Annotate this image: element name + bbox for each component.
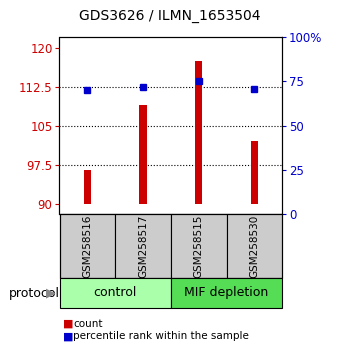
Text: GSM258516: GSM258516	[82, 214, 92, 278]
Bar	[171, 214, 226, 278]
Bar	[139, 105, 147, 204]
Text: GDS3626 / ILMN_1653504: GDS3626 / ILMN_1653504	[79, 9, 261, 23]
Text: GSM258515: GSM258515	[194, 214, 204, 278]
Bar	[59, 278, 171, 308]
Text: GSM258530: GSM258530	[249, 215, 259, 278]
Bar	[84, 170, 91, 204]
Bar	[59, 214, 115, 278]
Text: GSM258517: GSM258517	[138, 214, 148, 278]
Text: control: control	[94, 286, 137, 299]
Text: count: count	[73, 319, 103, 329]
Text: percentile rank within the sample: percentile rank within the sample	[73, 331, 249, 341]
Bar	[251, 141, 258, 204]
Text: ■: ■	[63, 319, 73, 329]
Bar	[195, 61, 202, 204]
Bar	[115, 214, 171, 278]
Bar	[226, 214, 282, 278]
Bar	[171, 278, 282, 308]
Text: protocol: protocol	[8, 287, 60, 299]
Text: MIF depletion: MIF depletion	[184, 286, 269, 299]
Text: ■: ■	[63, 331, 73, 341]
Text: ▶: ▶	[46, 287, 55, 299]
